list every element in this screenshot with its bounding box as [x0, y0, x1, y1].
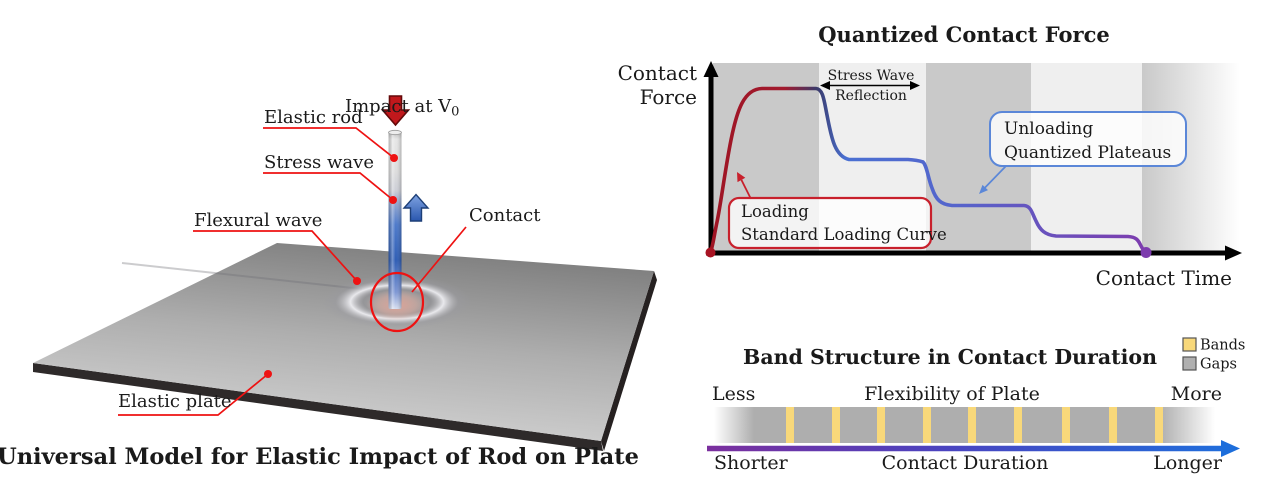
elastic-plate-dot [264, 370, 272, 378]
x-axis-label: Contact Time [1096, 266, 1232, 290]
contact-leader [411, 226, 467, 293]
flexural-wave-leader [193, 230, 358, 282]
loading-annotation-line1: Loading [741, 202, 809, 221]
duration-shorter-label: Shorter [714, 452, 789, 474]
flexibility-less-label: Less [712, 383, 755, 405]
legend-bands-swatch [1182, 337, 1197, 352]
band-structure-panel: Band Structure in Contact Duration Bands… [707, 337, 1245, 474]
elastic-plate-surface [33, 243, 654, 441]
contact-circle [369, 271, 425, 333]
gap-strip [714, 407, 1215, 443]
loading-annotation-box [727, 196, 933, 250]
flexibility-more-label: More [1171, 383, 1222, 405]
contact-label: Contact [469, 205, 541, 226]
flexural-wave-label: Flexural wave [194, 210, 322, 231]
unloading-annotation-box [989, 111, 1187, 167]
elastic-plate-leader [118, 373, 269, 416]
band-stripe [923, 407, 931, 443]
band-stripes [786, 407, 1163, 443]
band-stripe [1155, 407, 1163, 443]
band-stripe [786, 407, 794, 443]
elastic-rod-leader [263, 127, 395, 159]
flexibility-label: Flexibility of Plate [864, 383, 1040, 405]
left-panel-rod-plate-model: Impact at V0 Elastic rod Stress wave Fle… [0, 95, 657, 470]
elastic-rod-label: Elastic rod [264, 107, 363, 128]
left-panel-caption: Universal Model for Elastic Impact of Ro… [0, 444, 639, 470]
unloading-annotation-line1: Unloading [1004, 119, 1093, 139]
stress-wave-label: Stress wave [264, 152, 374, 173]
stress-wave-annotation-line1: Stress Wave [828, 68, 915, 84]
stress-wave-annotation-line2: Reflection [835, 88, 907, 104]
legend-gaps-label: Gaps [1200, 357, 1237, 373]
rod-top-cap [388, 129, 402, 136]
band-stripe [1014, 407, 1022, 443]
plate-front-edge [33, 363, 603, 451]
impact-label: Impact at V0 [345, 96, 459, 120]
force-chart-title: Quantized Contact Force [818, 22, 1109, 47]
plate-right-edge [601, 271, 657, 451]
duration-label: Contact Duration [882, 452, 1049, 474]
loading-arrow-line [740, 179, 752, 200]
y-axis-label-line2: Force [640, 85, 697, 109]
band-stripe [1062, 407, 1070, 443]
band-stripe [968, 407, 976, 443]
flexural-wave-crease [121, 262, 363, 290]
y-axis-arrowhead-icon [703, 61, 719, 77]
curve-end-dot [1140, 247, 1152, 258]
band-stripe [1109, 407, 1117, 443]
elastic-plate-label: Elastic plate [118, 391, 232, 412]
stress-wave-dot [389, 196, 397, 204]
y-axis-label-line1: Contact [618, 61, 697, 85]
legend-gaps-swatch [1182, 356, 1197, 371]
duration-arrowhead-icon [1221, 440, 1240, 457]
x-axis-arrowhead-icon [1225, 245, 1242, 261]
curve-start-dot [705, 247, 716, 258]
stress-wave-arrow-up-icon [402, 193, 430, 222]
duration-longer-label: Longer [1153, 452, 1223, 474]
band-stripe [877, 407, 885, 443]
unloading-arrow-line [984, 165, 1007, 189]
stress-reflection-right-arrowhead-icon [910, 81, 920, 90]
band-stripe [832, 407, 840, 443]
contact-force-curve [708, 86, 1147, 254]
unloading-annotation-line2: Quantized Plateaus [1004, 143, 1171, 163]
unloading-arrowhead-icon [979, 184, 988, 194]
elastic-rod-dot [390, 154, 398, 162]
loading-annotation-line2: Standard Loading Curve [741, 225, 947, 244]
stress-reflection-left-arrowhead-icon [820, 81, 830, 90]
band-panel-title: Band Structure in Contact Duration [743, 345, 1157, 369]
legend-bands-label: Bands [1200, 338, 1245, 354]
elastic-rod-shading [388, 132, 402, 309]
force-chart: Quantized Contact Force Stress Wave Refl… [618, 22, 1242, 290]
loading-arrowhead-icon [737, 172, 746, 183]
impact-arrow-down-icon [380, 95, 411, 127]
flexural-wave-dot [353, 277, 361, 285]
stress-wave-leader [263, 172, 394, 201]
